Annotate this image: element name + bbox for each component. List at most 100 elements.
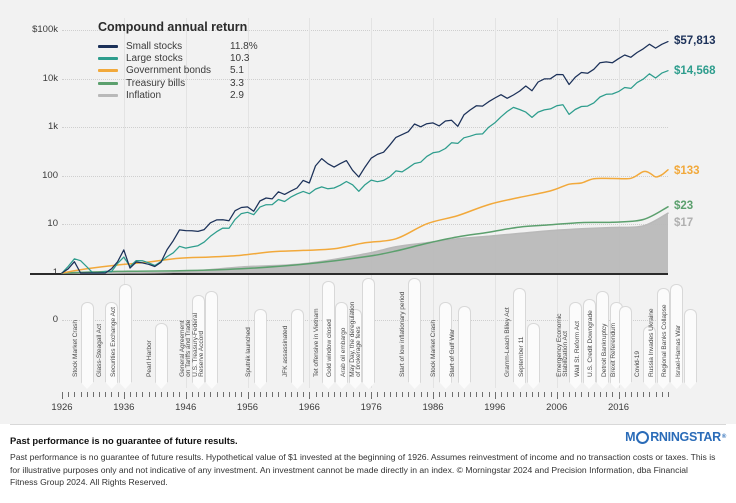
event-flag: Sputnik launched: [245, 309, 267, 389]
flag-tip-icon: [80, 381, 94, 389]
x-tick: [117, 392, 119, 397]
end-label-inflation: $17: [674, 217, 694, 230]
event-label: JFK assassinated: [281, 325, 289, 377]
gridline-horizontal: [62, 30, 668, 31]
legend-label: Government bonds: [126, 65, 212, 77]
event-label: General Agreement on Tariffs and Trade: [179, 319, 193, 377]
baseline-axis: [30, 273, 668, 275]
x-tick: [494, 392, 496, 399]
event-flag: Israel-Hamas War: [675, 309, 697, 389]
flag-tip-icon: [348, 381, 362, 389]
gridline-vertical: [556, 18, 558, 388]
x-tick: [414, 392, 416, 397]
event-flag: Brexit Referendum: [610, 305, 632, 389]
legend-swatch-icon: [98, 44, 118, 48]
event-label: Start of low inflationary period: [399, 291, 407, 377]
legend-item-government-bonds: Government bonds 5.1: [98, 65, 258, 77]
x-tick: [668, 392, 669, 397]
chart-panel: $100k10k1k1001010 Compound annual return…: [0, 0, 736, 424]
x-tick: [457, 392, 459, 397]
x-tick: [228, 392, 230, 397]
x-tick: [661, 392, 663, 397]
event-flag: May Day, the deregulation of brokerage fe…: [349, 278, 376, 389]
footer-divider: [10, 424, 726, 425]
x-tick: [599, 392, 601, 397]
event-label: May Day, the deregulation of brokerage fe…: [349, 301, 363, 377]
x-tick: [544, 392, 546, 397]
event-label: Emergency Economic Stabilization Act: [556, 313, 570, 377]
gridline-vertical: [371, 18, 373, 388]
flag-tip-icon: [670, 381, 684, 389]
x-tick-label: 2016: [607, 402, 630, 413]
x-tick: [433, 392, 435, 399]
series-line-small-stocks: [61, 40, 669, 274]
x-tick: [340, 392, 342, 397]
event-label: Stock Market Crash: [430, 319, 438, 377]
x-tick: [204, 392, 206, 397]
event-flag: Stock Market Crash: [430, 302, 453, 389]
legend-value: 10.3: [230, 53, 250, 65]
event-label: U.S. Treasury-Federal Reserve Accord: [192, 313, 206, 377]
gridline-horizontal: [62, 175, 668, 177]
y-tick-label: 100: [42, 169, 58, 181]
flag-tip-icon: [656, 381, 670, 389]
x-tick: [130, 392, 132, 397]
y-tick-label: 10k: [42, 72, 58, 84]
x-tick-label: 1976: [360, 402, 382, 413]
x-tick: [346, 392, 348, 397]
event-flag: Pearl Harbor: [146, 323, 168, 389]
x-tick: [191, 392, 193, 397]
flag-tip-icon: [513, 381, 527, 389]
x-tick: [606, 392, 608, 397]
x-tick: [637, 392, 639, 397]
flag-tip-icon: [596, 381, 610, 389]
event-flags: Stock Market Crash Glass-Steagall ActSecu…: [72, 278, 697, 389]
x-tick: [284, 392, 286, 397]
event-flag: September 11: [518, 323, 540, 389]
gridline-horizontal: [62, 78, 668, 80]
event-label: Israel-Hamas War: [672, 325, 685, 377]
flag-tip-icon: [643, 382, 657, 389]
footer: M RNINGSTAR ® Past performance is no guara…: [0, 424, 736, 503]
flag-tip-icon: [154, 381, 168, 389]
legend-item-inflation: Inflation 2.9: [98, 90, 258, 102]
x-tick: [278, 392, 280, 397]
event-flag: Stock Market Crash: [72, 302, 94, 389]
flag-tip-icon: [191, 382, 205, 389]
x-tick: [408, 392, 410, 397]
x-tick: [439, 392, 441, 397]
x-tick: [470, 392, 472, 397]
flag-tip-icon: [321, 381, 335, 389]
event-flag: Glass-Steagall Act: [96, 302, 119, 389]
x-tick: [198, 392, 200, 397]
x-tick: [315, 392, 317, 397]
legend-value: 3.3: [230, 77, 244, 89]
event-flag: Russia Invades Ukraine: [648, 287, 670, 389]
series-area-inflation: [62, 213, 668, 274]
flag-tip-icon: [569, 381, 583, 389]
x-tick: [624, 392, 626, 397]
flag-tip-icon: [205, 381, 219, 389]
flag-tip-icon: [526, 381, 540, 389]
x-tick: [612, 392, 614, 397]
series-line-large-stocks: [61, 70, 669, 274]
event-flag: Start of low inflationary period: [399, 278, 422, 389]
event-label: U.S. Credit Downgrade: [584, 310, 597, 377]
event-label: Sputnik launched: [244, 327, 252, 377]
event-label: Pearl Harbor: [145, 340, 153, 377]
x-tick: [463, 392, 465, 397]
gridline-vertical: [309, 18, 311, 388]
x-tick: [569, 392, 571, 397]
event-label: Wall St. Reform Act: [571, 321, 584, 377]
event-label: September 11: [515, 337, 528, 377]
flag-tip-icon: [457, 381, 471, 389]
legend-label: Inflation: [126, 90, 162, 102]
x-tick: [377, 392, 379, 397]
x-tick: [179, 392, 181, 397]
x-tick: [538, 392, 540, 397]
gridline-vertical: [618, 18, 620, 388]
x-tick: [148, 392, 150, 397]
event-flag: U.S. Credit Downgrade: [587, 291, 610, 389]
event-label: Tet offensive in Vietnam: [312, 308, 320, 377]
x-tick: [309, 392, 311, 399]
